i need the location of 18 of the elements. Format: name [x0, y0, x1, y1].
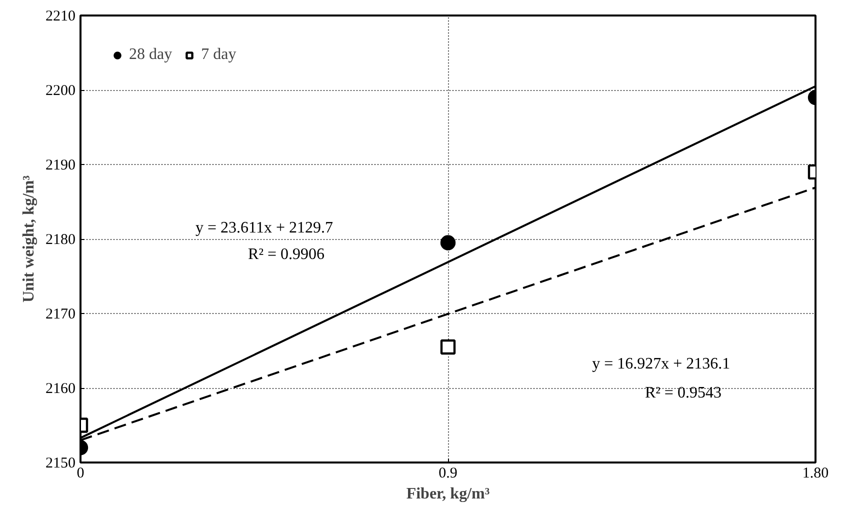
- y-tick-label: 2190: [46, 158, 76, 174]
- y-tick-label: 2210: [46, 8, 76, 24]
- annotation: R² = 0.9543: [644, 384, 722, 402]
- y-tick-label: 2200: [46, 83, 76, 99]
- y-tick-label: 2180: [46, 232, 76, 248]
- y-tick-label: 2170: [46, 306, 76, 322]
- y-tick-label: 2160: [46, 381, 76, 397]
- legend-label: 7 day: [201, 46, 236, 64]
- x-axis-title: Fiber, kg/m³: [406, 486, 490, 502]
- x-tick-label: 0.9: [438, 466, 458, 482]
- legend-label: 28 day: [129, 46, 172, 64]
- x-tick-label: 1.80: [802, 466, 829, 482]
- annotation: y = 23.611x + 2129.7: [196, 219, 333, 236]
- x-tick-label: 0: [76, 466, 84, 482]
- y-axis-title: Unit weight, kg/m³: [20, 175, 38, 303]
- annotation: R² = 0.9906: [248, 246, 325, 264]
- annotation: y = 16.927x + 2136.1: [592, 356, 730, 373]
- y-tick-label: 2150: [46, 456, 76, 472]
